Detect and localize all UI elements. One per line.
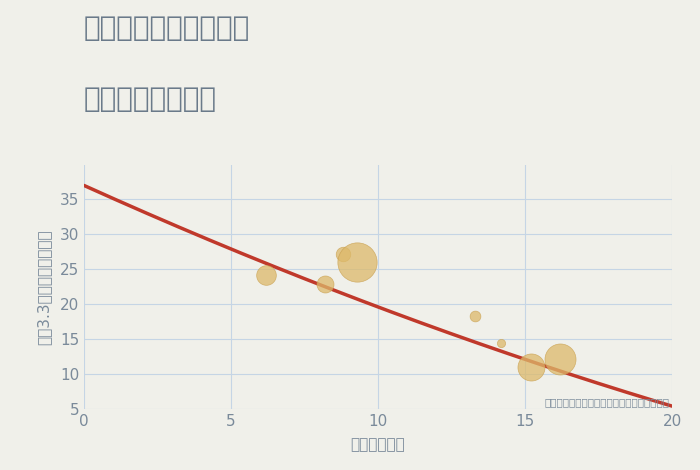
Point — [260, 271, 272, 279]
Point — [337, 250, 349, 258]
Text: 円の大きさは、取引のあった物件面積を示す: 円の大きさは、取引のあった物件面積を示す — [544, 397, 669, 407]
Point — [525, 363, 536, 371]
Point — [352, 258, 363, 266]
Y-axis label: 坪（3.3㎡）単価（万円）: 坪（3.3㎡）単価（万円） — [36, 229, 51, 345]
Text: 駅距離別土地価格: 駅距離別土地価格 — [84, 85, 217, 113]
X-axis label: 駅距離（分）: 駅距離（分） — [351, 437, 405, 452]
Point — [496, 339, 507, 347]
Point — [470, 312, 481, 320]
Point — [554, 355, 566, 362]
Point — [319, 280, 330, 288]
Text: 兵庫県西宮市青葉台の: 兵庫県西宮市青葉台の — [84, 14, 251, 42]
